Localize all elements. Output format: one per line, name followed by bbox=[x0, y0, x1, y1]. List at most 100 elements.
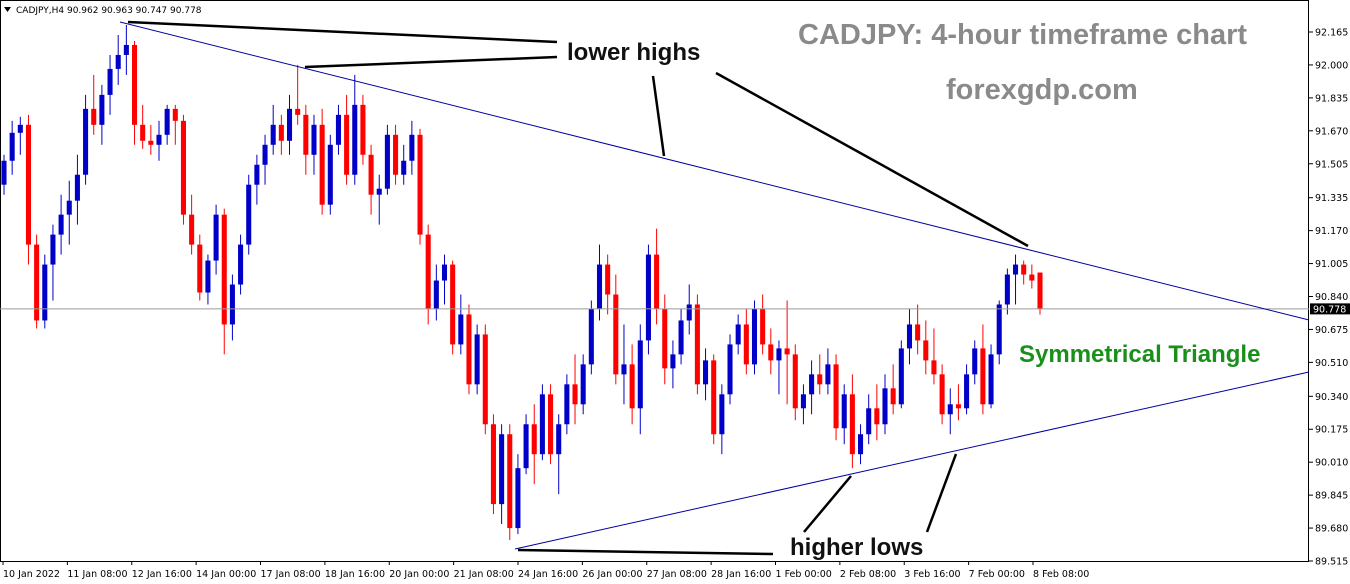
bearish-candle[interactable] bbox=[278, 114, 284, 155]
bullish-candle[interactable] bbox=[1004, 268, 1010, 315]
bearish-candle[interactable] bbox=[915, 304, 921, 355]
bullish-candle[interactable] bbox=[645, 244, 651, 355]
bullish-candle[interactable] bbox=[58, 194, 64, 255]
upper-trendline[interactable] bbox=[119, 21, 1310, 321]
bearish-candle[interactable] bbox=[613, 274, 619, 385]
bearish-candle[interactable] bbox=[629, 344, 635, 425]
bullish-candle[interactable] bbox=[906, 308, 913, 365]
bearish-candle[interactable] bbox=[172, 104, 178, 145]
bullish-candle[interactable] bbox=[735, 314, 741, 355]
bullish-candle[interactable] bbox=[238, 234, 244, 295]
bearish-candle[interactable] bbox=[833, 354, 839, 441]
bullish-candle[interactable] bbox=[825, 348, 831, 395]
bullish-candle[interactable] bbox=[246, 174, 252, 255]
bullish-candle[interactable] bbox=[83, 94, 89, 185]
bullish-candle[interactable] bbox=[441, 254, 448, 305]
bullish-candle[interactable] bbox=[800, 384, 806, 425]
bearish-candle[interactable] bbox=[662, 294, 668, 385]
bullish-candle[interactable] bbox=[286, 94, 293, 155]
bullish-candle[interactable] bbox=[262, 134, 268, 185]
bullish-candle[interactable] bbox=[229, 274, 235, 341]
bearish-candle[interactable] bbox=[768, 328, 774, 375]
bullish-candle[interactable] bbox=[352, 74, 358, 185]
bullish-candle[interactable] bbox=[841, 384, 847, 445]
bullish-candle[interactable] bbox=[621, 324, 627, 405]
bullish-candle[interactable] bbox=[17, 116, 23, 155]
bearish-candle[interactable] bbox=[931, 328, 937, 385]
bullish-candle[interactable] bbox=[809, 360, 815, 415]
bullish-candle[interactable] bbox=[776, 340, 782, 395]
bearish-candle[interactable] bbox=[393, 124, 399, 185]
bearish-candle[interactable] bbox=[466, 304, 472, 395]
bearish-candle[interactable] bbox=[368, 144, 374, 215]
bullish-candle[interactable] bbox=[99, 84, 105, 145]
triangle-down-icon[interactable] bbox=[4, 7, 11, 12]
bearish-candle[interactable] bbox=[148, 124, 154, 155]
bearish-candle[interactable] bbox=[849, 374, 855, 469]
bullish-candle[interactable] bbox=[401, 144, 407, 185]
bullish-candle[interactable] bbox=[254, 154, 260, 205]
bearish-candle[interactable] bbox=[507, 424, 513, 541]
bullish-candle[interactable] bbox=[376, 174, 382, 225]
bullish-candle[interactable] bbox=[564, 374, 570, 435]
bearish-candle[interactable] bbox=[784, 300, 790, 405]
bearish-candle[interactable] bbox=[295, 64, 301, 125]
bearish-candle[interactable] bbox=[955, 384, 961, 421]
bullish-candle[interactable] bbox=[596, 244, 603, 321]
bullish-candle[interactable] bbox=[964, 364, 970, 415]
bullish-candle[interactable] bbox=[996, 300, 1002, 365]
bearish-candle[interactable] bbox=[180, 114, 186, 225]
bullish-candle[interactable] bbox=[556, 414, 562, 495]
bearish-candle[interactable] bbox=[817, 354, 823, 395]
bullish-candle[interactable] bbox=[588, 300, 594, 375]
bearish-candle[interactable] bbox=[572, 354, 578, 425]
bullish-candle[interactable] bbox=[327, 134, 333, 215]
bullish-candle[interactable] bbox=[515, 454, 521, 535]
bullish-candle[interactable] bbox=[409, 120, 415, 175]
bullish-candle[interactable] bbox=[213, 204, 219, 275]
bearish-candle[interactable] bbox=[980, 324, 986, 415]
bearish-candle[interactable] bbox=[694, 294, 700, 395]
bearish-candle[interactable] bbox=[91, 74, 97, 135]
bullish-candle[interactable] bbox=[539, 384, 545, 461]
bearish-candle[interactable] bbox=[760, 294, 766, 355]
bullish-candle[interactable] bbox=[311, 114, 317, 175]
bearish-candle[interactable] bbox=[189, 194, 195, 255]
bullish-candle[interactable] bbox=[898, 340, 904, 409]
bearish-candle[interactable] bbox=[792, 344, 798, 421]
bearish-candle[interactable] bbox=[131, 40, 138, 145]
bullish-candle[interactable] bbox=[947, 388, 953, 435]
bullish-candle[interactable] bbox=[1, 154, 7, 195]
bearish-candle[interactable] bbox=[531, 404, 537, 485]
bullish-candle[interactable] bbox=[580, 354, 586, 415]
bearish-candle[interactable] bbox=[743, 308, 749, 375]
bullish-candle[interactable] bbox=[858, 424, 864, 465]
bearish-candle[interactable] bbox=[360, 94, 366, 165]
bullish-candle[interactable] bbox=[164, 104, 170, 145]
bullish-candle[interactable] bbox=[1012, 254, 1019, 305]
bullish-candle[interactable] bbox=[499, 424, 505, 525]
bearish-candle[interactable] bbox=[140, 104, 146, 149]
bearish-candle[interactable] bbox=[482, 324, 488, 435]
bullish-candle[interactable] bbox=[751, 300, 758, 375]
bullish-candle[interactable] bbox=[156, 120, 162, 161]
bullish-candle[interactable] bbox=[670, 340, 676, 389]
bullish-candle[interactable] bbox=[637, 324, 643, 435]
bearish-candle[interactable] bbox=[490, 414, 496, 515]
bullish-candle[interactable] bbox=[433, 264, 439, 321]
bullish-candle[interactable] bbox=[123, 25, 129, 75]
bearish-candle[interactable] bbox=[939, 364, 945, 425]
bearish-candle[interactable] bbox=[344, 94, 350, 185]
bearish-candle[interactable] bbox=[1021, 260, 1027, 285]
bearish-candle[interactable] bbox=[548, 384, 554, 465]
bearish-candle[interactable] bbox=[417, 128, 423, 245]
bullish-candle[interactable] bbox=[988, 344, 994, 409]
bearish-candle[interactable] bbox=[303, 104, 309, 175]
bullish-candle[interactable] bbox=[882, 374, 888, 435]
bullish-candle[interactable] bbox=[719, 384, 725, 455]
bullish-candle[interactable] bbox=[686, 284, 692, 335]
bullish-candle[interactable] bbox=[523, 414, 529, 475]
bullish-candle[interactable] bbox=[42, 254, 48, 329]
bearish-candle[interactable] bbox=[25, 114, 32, 265]
